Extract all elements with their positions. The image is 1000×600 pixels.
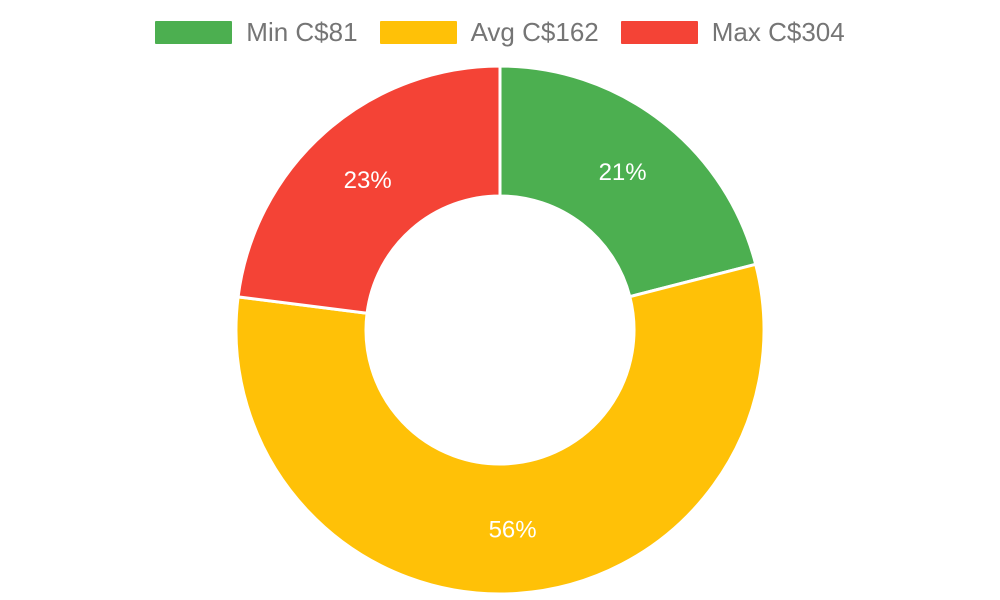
- legend-swatch-avg: [379, 21, 457, 44]
- pie-slice-min[interactable]: [498, 64, 758, 299]
- legend-item-min: Min C$81: [155, 17, 358, 47]
- slice-percent-label: 23%: [344, 167, 392, 194]
- legend-item-avg: Avg C$162: [379, 17, 599, 47]
- legend-item-max: Max C$304: [620, 17, 845, 47]
- slice-percent-label: 21%: [599, 159, 647, 186]
- legend-label-avg: Avg C$162: [470, 17, 599, 47]
- legend-swatch-min: [155, 21, 233, 44]
- chart-legend: Min C$81 Avg C$162 Max C$304: [0, 17, 1000, 47]
- legend-label-max: Max C$304: [711, 17, 845, 47]
- pie-slice-max[interactable]: [236, 64, 502, 315]
- legend-swatch-max: [620, 21, 698, 44]
- legend-label-min: Min C$81: [246, 17, 358, 47]
- slice-percent-label: 56%: [489, 517, 537, 544]
- pie-slice-avg[interactable]: [234, 262, 766, 596]
